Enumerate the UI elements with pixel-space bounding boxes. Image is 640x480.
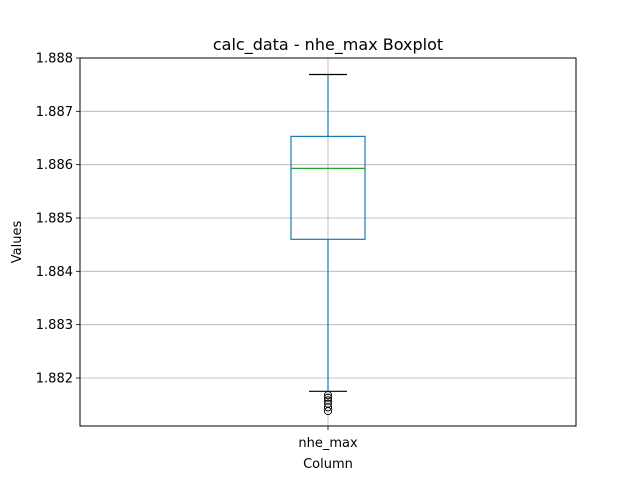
y-tick-label: 1.884 [36, 265, 73, 280]
x-axis-label: Column [303, 457, 353, 472]
y-axis-label: Values [10, 221, 25, 264]
y-tick-label: 1.883 [36, 318, 73, 333]
outlier-point [323, 403, 333, 412]
y-tick-label: 1.886 [36, 158, 73, 173]
chart-title: calc_data - nhe_max Boxplot [213, 35, 443, 55]
x-tick-label: nhe_max [298, 436, 358, 451]
y-axis: 1.882 1.883 1.884 1.885 1.886 1.887 1.888 [36, 52, 80, 387]
x-axis: nhe_max [298, 426, 358, 451]
y-tick-label: 1.885 [36, 212, 73, 227]
plot-area [290, 73, 366, 416]
y-tick-label: 1.888 [36, 52, 73, 67]
outlier-point [323, 391, 333, 400]
outlier-point [323, 393, 333, 402]
outlier-point [323, 407, 333, 416]
box-iqr [290, 135, 366, 240]
y-tick-label: 1.887 [36, 105, 73, 120]
y-tick-label: 1.882 [36, 372, 73, 387]
